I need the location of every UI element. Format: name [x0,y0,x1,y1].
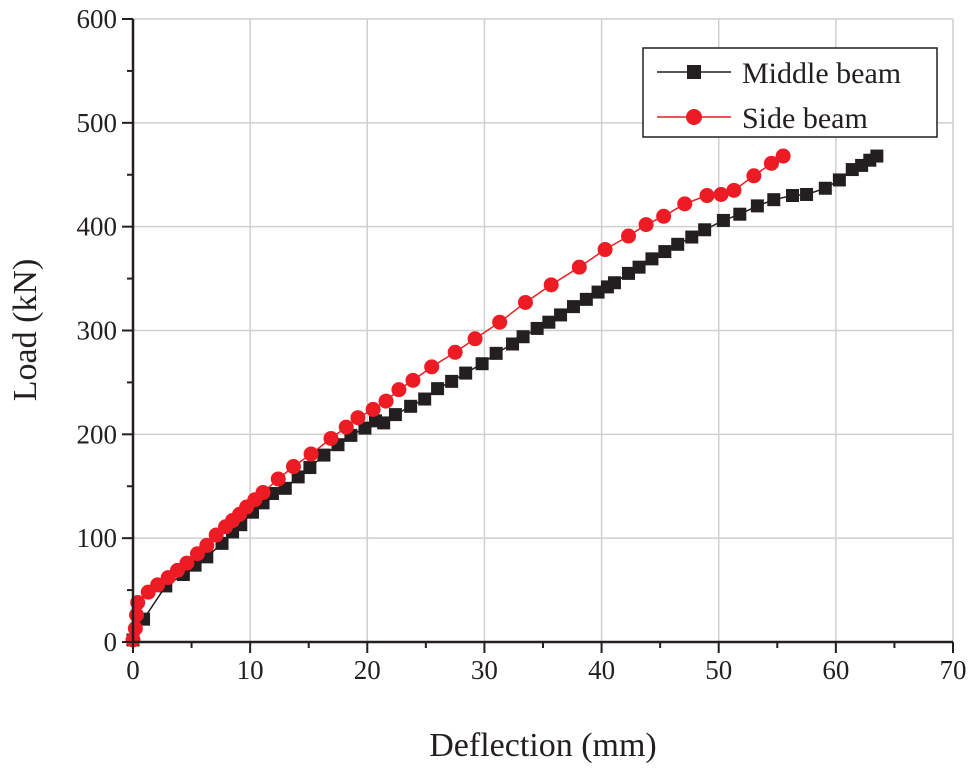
middle-beam-point [418,392,432,406]
middle-beam-point [671,237,685,251]
middle-beam-point [658,245,672,259]
side-beam-point [621,228,637,244]
x-tick-label: 30 [471,655,498,685]
middle-beam-point [542,315,556,329]
legend-label-middle: Middle beam [742,57,901,90]
middle-beam-point [530,321,544,335]
series-side-beam [125,148,791,648]
side-beam-point [285,459,301,475]
middle-beam-point [685,230,699,244]
side-beam-point [597,242,613,258]
x-tick-label: 10 [237,655,264,685]
side-beam-point [543,277,559,293]
x-tick-label: 70 [940,655,967,685]
side-beam-point [323,430,339,446]
side-beam-point [378,393,394,409]
series-layer [125,148,884,648]
side-beam-point [179,555,195,571]
legend-label-side: Side beam [742,102,868,135]
x-tick-label: 40 [588,655,615,685]
legend-marker-side [686,109,702,125]
middle-beam-point [870,149,884,163]
y-tick-label: 0 [104,627,118,657]
series-middle-beam [126,149,884,647]
side-beam-point [350,410,366,426]
middle-beam-point [431,382,445,396]
middle-beam-point [506,337,520,351]
side-beam-point [199,537,215,553]
side-beam-point [467,331,483,347]
middle-beam-point [317,448,331,462]
middle-beam-line [132,155,878,641]
y-tick-label: 500 [77,108,118,138]
side-beam-point [638,217,654,233]
side-beam-point [699,188,715,204]
middle-beam-point [445,374,459,388]
side-beam-point [338,419,354,435]
legend-marker-middle [687,65,701,79]
middle-beam-point [767,193,781,207]
x-tick-label: 60 [822,655,849,685]
middle-beam-point [632,260,646,274]
x-tick-label: 20 [354,655,381,685]
axes: 0 10 20 30 40 50 60 70 0 100 200 300 400 500 600 [77,4,967,685]
side-beam-point [424,359,440,375]
y-tick-label: 600 [77,4,118,34]
side-beam-point [127,621,143,637]
x-axis-title: Deflection (mm) [429,727,657,764]
middle-beam-point [459,366,473,380]
middle-beam-point [733,207,747,221]
x-tick-label: 0 [126,655,140,685]
middle-beam-point [607,276,621,290]
middle-beam-point [750,199,764,213]
side-beam-line [132,155,784,641]
middle-beam-point [818,181,832,195]
middle-beam-point [388,408,402,422]
side-beam-point [492,314,508,330]
side-beam-point [763,155,779,171]
middle-beam-point [832,173,846,187]
y-axis-title: Load (kN) [7,259,44,402]
x-tick-label: 50 [705,655,732,685]
middle-beam-point [786,189,800,203]
side-beam-point [571,259,587,275]
y-tick-label: 100 [77,523,118,553]
middle-beam-point [489,346,503,360]
side-beam-point [270,471,286,487]
middle-beam-point [358,421,372,435]
side-beam-point [365,401,381,417]
y-tick-label: 300 [77,316,118,346]
middle-beam-point [404,399,418,413]
side-beam-point [517,294,533,310]
side-beam-point [391,382,407,398]
side-beam-point [150,577,166,593]
middle-beam-point [566,300,580,314]
middle-beam-point [554,308,568,322]
middle-beam-point [622,266,636,280]
y-tick-label: 200 [77,419,118,449]
side-beam-point [677,196,693,212]
y-tick-label: 400 [77,212,118,242]
side-beam-point [746,168,762,184]
middle-beam-point [303,461,317,475]
middle-beam-point [475,357,489,371]
middle-beam-point [377,416,391,430]
middle-beam-point [716,213,730,227]
middle-beam-point [516,330,530,344]
side-beam-point [405,372,421,388]
side-beam-point [447,344,463,360]
side-beam-point [726,182,742,198]
legend: Middle beam Side beam [642,47,938,138]
middle-beam-point [800,187,814,201]
middle-beam-point [698,223,712,237]
middle-beam-point [579,292,593,306]
side-beam-point [255,484,271,500]
side-beam-point [303,446,319,462]
side-beam-point [656,208,672,224]
side-beam-point [775,148,791,164]
side-beam-point [713,186,729,202]
middle-beam-point [645,252,659,266]
